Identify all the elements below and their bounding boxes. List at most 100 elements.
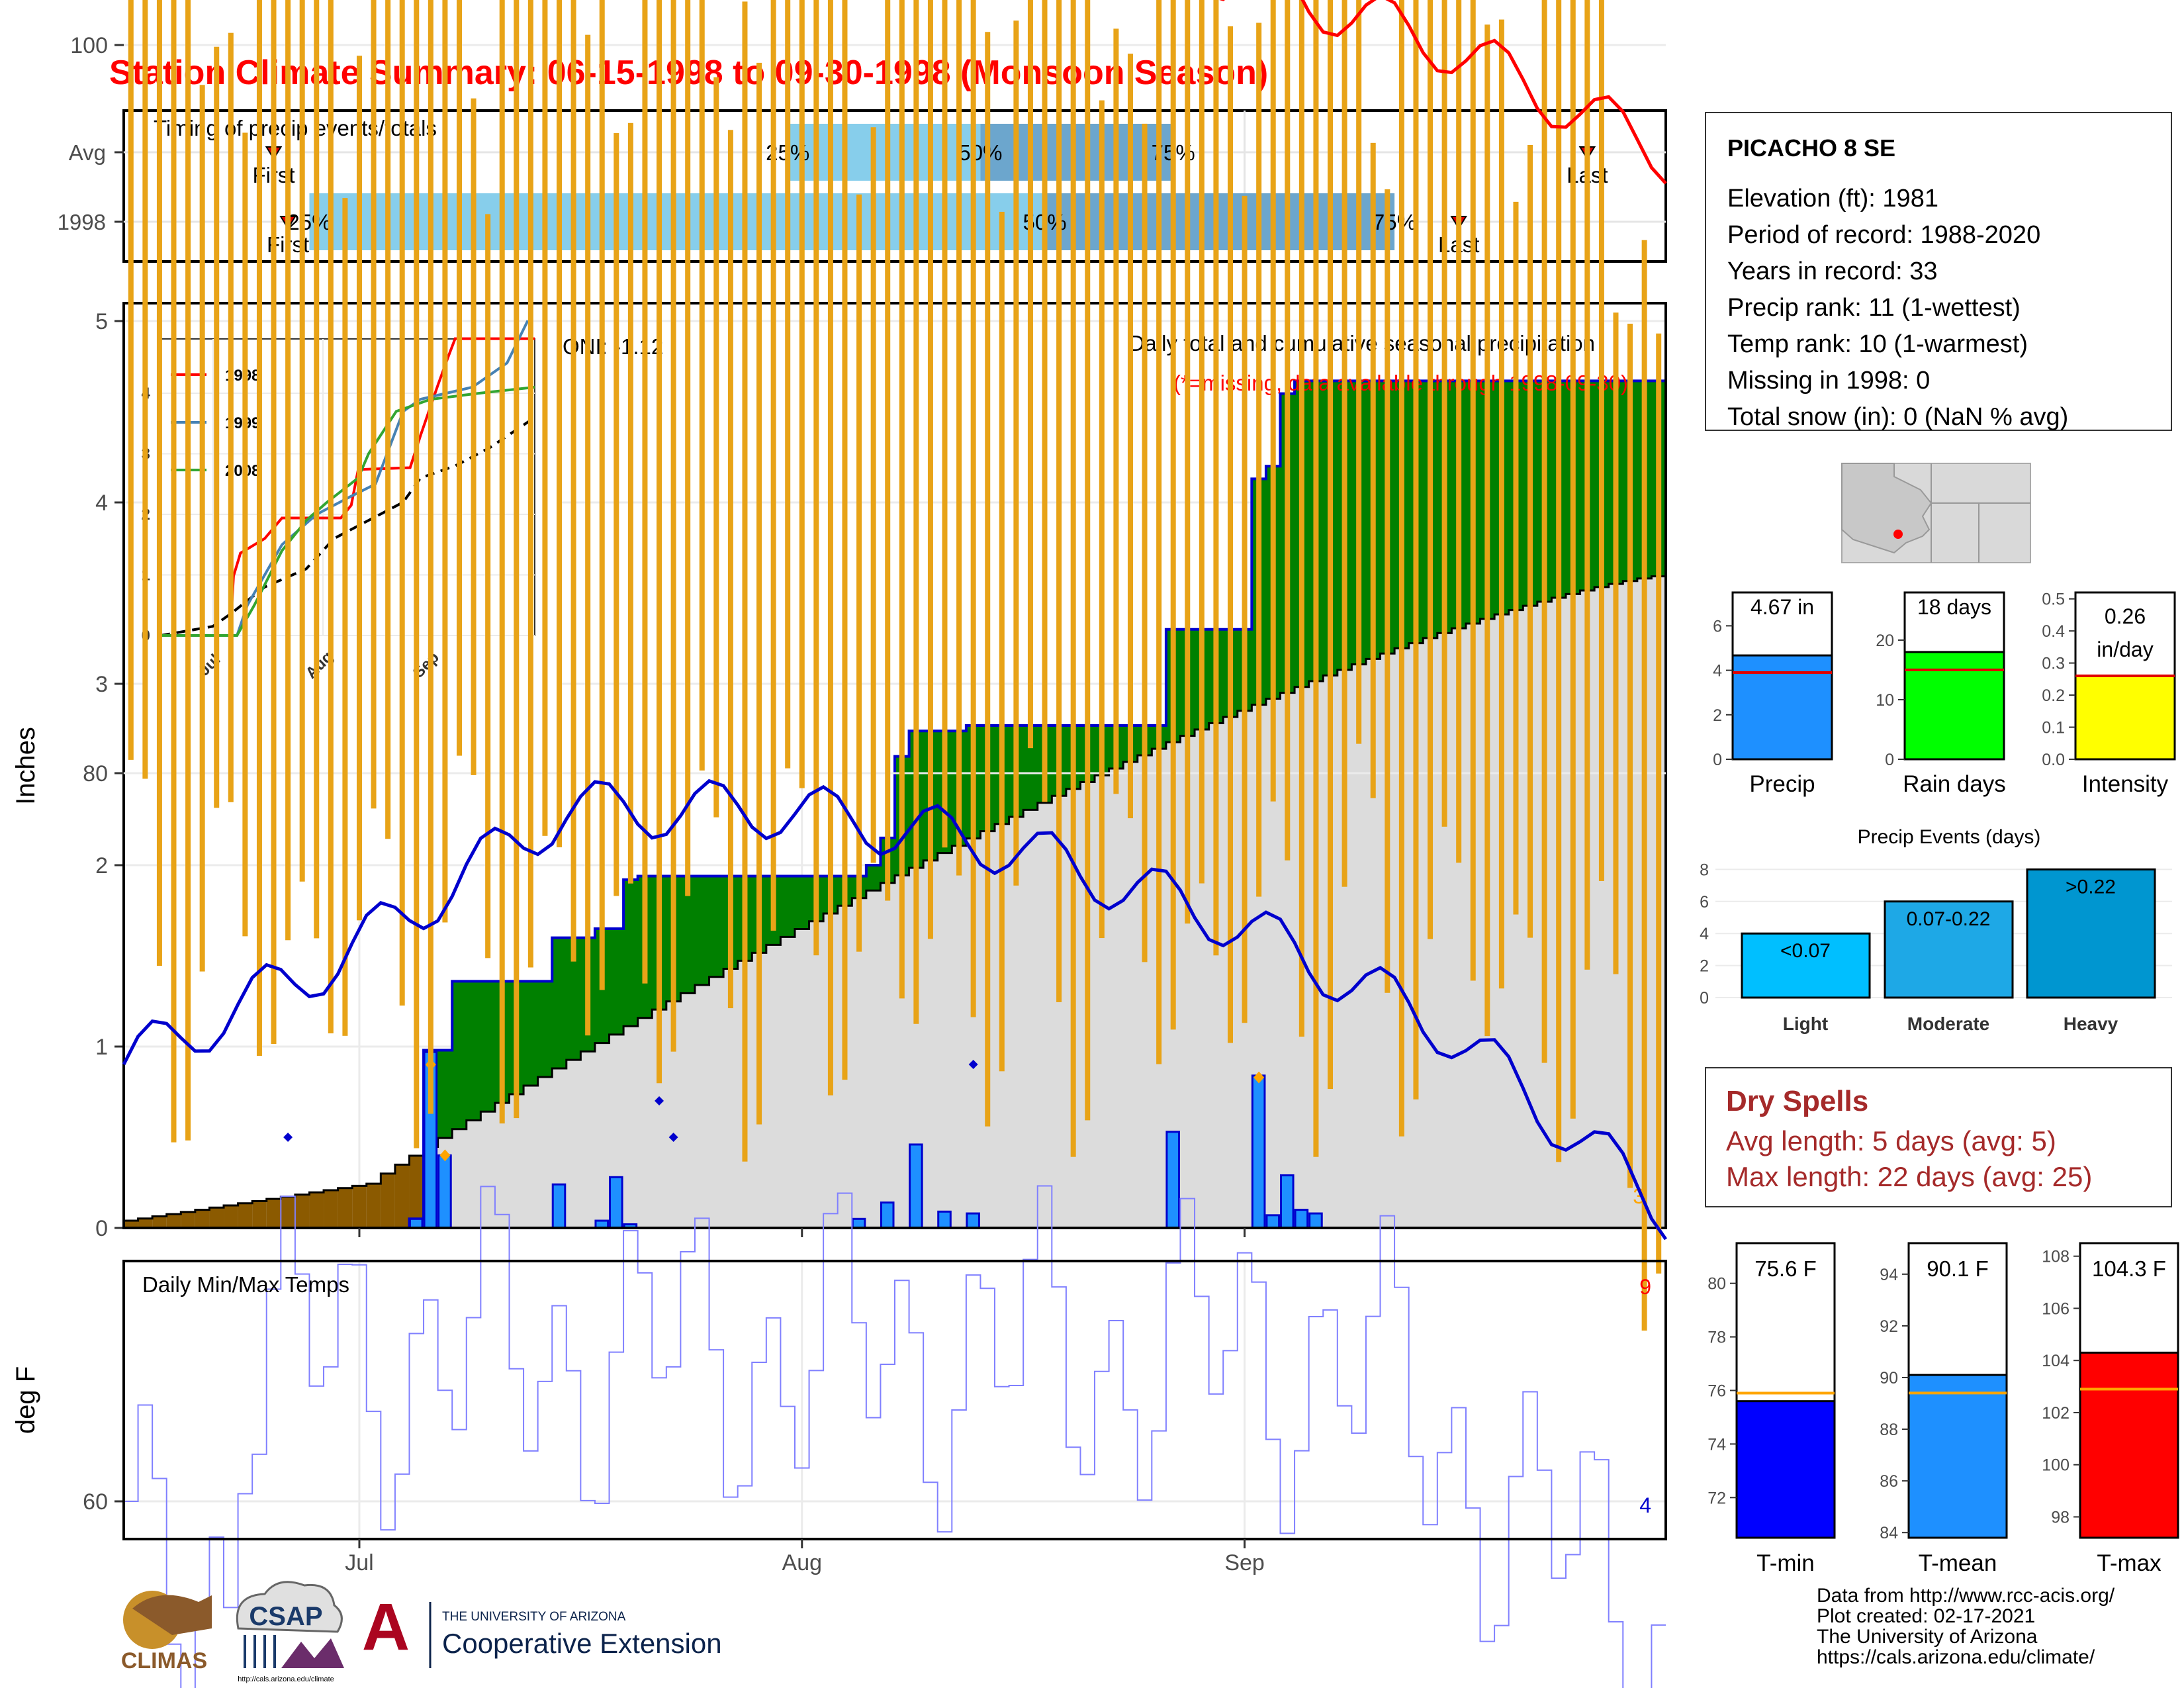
daily-temp-range — [442, 0, 448, 923]
events-tick: 2 — [1700, 957, 1709, 976]
avg-cumulative-area — [895, 875, 910, 1228]
dry-spells-box — [1705, 1067, 2172, 1207]
avg-cumulative-area — [580, 1051, 596, 1228]
daily-temp-range — [1170, 0, 1176, 1030]
daily-temp-range — [471, 98, 477, 775]
summary-tick: 6 — [1713, 617, 1722, 635]
temp-bar-tick: 90 — [1880, 1369, 1898, 1387]
daily-temp-range — [1056, 0, 1062, 1002]
daily-temp-range — [627, 122, 633, 884]
daily-temp-range — [1213, 0, 1219, 956]
daily-temp-range — [1385, 189, 1390, 993]
daily-temp-range — [742, 1, 748, 1162]
daily-temp-range — [314, 0, 320, 939]
avg-cumulative-area — [780, 937, 796, 1228]
daily-temp-range — [171, 0, 177, 1143]
avg-cumulative-area — [852, 898, 867, 1228]
summary-tick: 0 — [1713, 751, 1722, 769]
q50-label: 50% — [958, 140, 1002, 165]
avg-cumulative-area — [623, 1026, 639, 1228]
daily-temp-range — [1127, 54, 1133, 819]
summary-bar-rain-days — [1903, 651, 2005, 761]
corner-count: 3 — [1633, 1184, 1645, 1208]
daily-temp-range — [1156, 0, 1162, 1064]
event-marker — [1253, 1071, 1265, 1084]
daily-temp-range — [870, 127, 876, 863]
daily-temp-range — [856, 194, 862, 952]
event-category-label: Moderate — [1907, 1013, 1989, 1034]
corner-count-max: 9 — [1639, 1275, 1651, 1299]
temp-y-tick: 80 — [83, 761, 108, 786]
x-tick-label: Aug — [782, 1550, 823, 1575]
summary-tick: 0.2 — [2042, 686, 2065, 705]
y-tick-label: 4 — [95, 491, 108, 516]
deficit-area — [381, 1173, 396, 1228]
daily-temp-range — [570, 0, 576, 962]
daily-temp-range — [499, 0, 505, 1124]
avg-cumulative-area — [1009, 817, 1024, 1228]
surplus-area — [609, 928, 624, 1035]
arizona-shape — [1841, 463, 1933, 554]
event-range-label: >0.22 — [2066, 876, 2116, 898]
avg-cumulative-area — [694, 985, 710, 1228]
daily-temp-range — [1242, 195, 1248, 1023]
temp-bar-tick: 100 — [2042, 1456, 2070, 1475]
daily-temp-range — [842, 0, 848, 1080]
daily-temp-range — [1413, 0, 1419, 1100]
surplus-area — [552, 937, 567, 1069]
deficit-area — [209, 1207, 224, 1228]
surplus-area — [794, 876, 810, 929]
deficit-area — [409, 1155, 424, 1219]
avg-cumulative-area — [494, 1103, 510, 1228]
station-info-line: Missing in 1998: 0 — [1727, 367, 1930, 395]
daily-temp-range — [1142, 123, 1148, 962]
avg-cumulative-area — [1451, 628, 1467, 1228]
daily-temp-range — [713, 77, 719, 818]
summary-value: 4.67 in — [1751, 595, 1814, 619]
daily-temp-range — [1042, 0, 1048, 802]
daily-precip-bar — [1265, 1214, 1280, 1229]
summary-value-unit: in/day — [2097, 637, 2153, 661]
avg-cumulative-area — [666, 1001, 681, 1228]
deficit-area — [324, 1190, 339, 1228]
daily-temp-range — [1441, 0, 1447, 827]
deficit-area — [152, 1216, 167, 1228]
avg-cumulative-line — [124, 575, 1666, 1222]
daily-precip-bar — [880, 1201, 895, 1229]
events-tick: 0 — [1700, 989, 1709, 1008]
temp-bar-tick: 86 — [1880, 1472, 1898, 1491]
avg-cumulative-area — [794, 929, 810, 1228]
daily-temp-range — [913, 0, 919, 1024]
temp-bar-tick: 80 — [1707, 1275, 1726, 1293]
temp-y-tick: 100 — [70, 33, 108, 58]
summary-value: 18 days — [1917, 595, 1991, 619]
summary-tick: 0 — [1885, 751, 1894, 769]
daily-temp-range — [1541, 0, 1547, 1063]
deficit-area — [338, 1188, 353, 1228]
credit-line: https://cals.arizona.edu/climate/ — [1817, 1646, 2095, 1668]
avg-cumulative-area — [1351, 664, 1367, 1228]
daily-temp-range — [414, 0, 420, 1149]
station-info-box — [1705, 112, 2172, 431]
event-range-label: 0.07-0.22 — [1907, 908, 1991, 930]
summary-tick: 0.1 — [2042, 719, 2065, 737]
avg-cumulative-area — [523, 1085, 539, 1228]
daily-temp-range — [1356, 0, 1362, 744]
daily-temp-range — [1313, 0, 1319, 1157]
avg-cumulative-area — [1437, 633, 1452, 1228]
daily-temp-range — [214, 46, 220, 808]
temp-bar-label: T-mean — [1919, 1550, 1997, 1576]
temp-bar-tick: 94 — [1880, 1266, 1898, 1284]
daily-precip-bar — [851, 1217, 866, 1229]
avg-cumulative-area — [509, 1094, 524, 1228]
daily-temp-range — [242, 132, 248, 937]
y-axis-label: Inches — [11, 727, 40, 805]
daily-precip-bar — [1294, 1209, 1309, 1229]
daily-temp-range — [1270, 0, 1276, 802]
csap-bars — [244, 1635, 276, 1668]
daily-temp-range — [428, 0, 433, 1114]
deficit-area — [181, 1211, 196, 1228]
daily-temp-range — [827, 0, 833, 1096]
y-tick-label: 1 — [95, 1035, 108, 1060]
daily-temp-range — [999, 211, 1005, 1072]
